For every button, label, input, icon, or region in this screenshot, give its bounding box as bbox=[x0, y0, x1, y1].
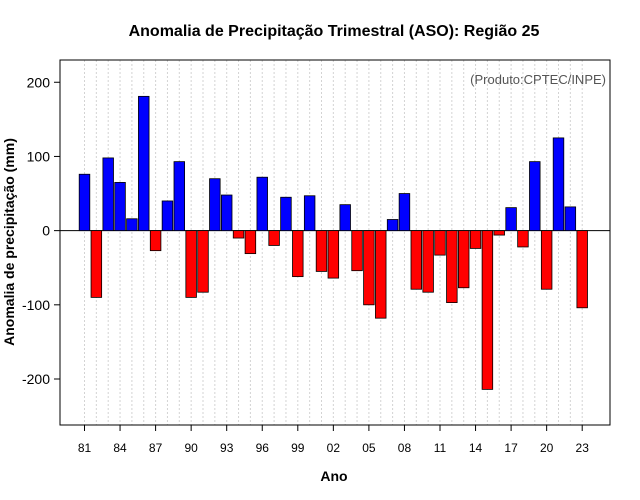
bar-1991 bbox=[197, 230, 209, 293]
bar-1995 bbox=[244, 230, 257, 255]
y-tick-label-1: -100 bbox=[22, 297, 50, 313]
bar-1983 bbox=[102, 157, 114, 232]
bar-2008 bbox=[398, 193, 411, 232]
bar-2016 bbox=[493, 230, 505, 236]
x-tick-label-4: 93 bbox=[220, 441, 234, 455]
bar-2009 bbox=[410, 230, 423, 290]
bar-2003 bbox=[339, 204, 351, 232]
x-tick-label-6: 99 bbox=[291, 441, 305, 455]
y-axis: -200 -100 0 100 200 bbox=[22, 74, 60, 387]
y-tick-label-2: 0 bbox=[42, 223, 50, 239]
bar-1996 bbox=[256, 176, 268, 232]
bar-2012 bbox=[446, 230, 458, 303]
bar-1992 bbox=[209, 178, 221, 232]
bar-2002 bbox=[327, 230, 340, 279]
bar-1998 bbox=[280, 196, 292, 232]
y-axis-label: Anomalia de precipitação (mm) bbox=[1, 138, 17, 346]
bar-2020 bbox=[540, 230, 553, 290]
y-tick-label-3: 100 bbox=[27, 148, 51, 164]
bar-2017 bbox=[505, 207, 517, 232]
x-tick-label-7: 02 bbox=[327, 441, 341, 455]
bar-1981 bbox=[78, 173, 91, 232]
bar-2010 bbox=[422, 230, 434, 293]
x-tick-label-14: 23 bbox=[576, 441, 590, 455]
bar-1994 bbox=[232, 230, 245, 239]
source-note: (Produto:CPTEC/INPE) bbox=[470, 72, 606, 87]
vertical-gridlines bbox=[84, 60, 583, 425]
plot-frame bbox=[59, 59, 611, 426]
bar-2004 bbox=[351, 230, 363, 272]
bar-2005 bbox=[363, 230, 375, 306]
x-tick-label-3: 90 bbox=[184, 441, 198, 455]
x-tick-label-11: 14 bbox=[469, 441, 483, 455]
bar-1993 bbox=[220, 194, 233, 232]
x-axis-label: Ano bbox=[320, 468, 347, 484]
x-axis: 81 84 87 90 93 96 99 02 05 08 11 14 17 20 23 bbox=[78, 425, 589, 455]
bar-1987 bbox=[149, 230, 162, 252]
bar-1988 bbox=[161, 200, 174, 232]
bar-2011 bbox=[434, 230, 446, 256]
bar-1990 bbox=[185, 230, 197, 298]
bar-1984 bbox=[114, 182, 126, 232]
bar-2014 bbox=[469, 230, 482, 249]
x-tick-label-2: 87 bbox=[149, 441, 163, 455]
bar-1986 bbox=[138, 95, 150, 232]
x-tick-label-10: 11 bbox=[434, 441, 447, 455]
bar-2006 bbox=[375, 230, 387, 319]
x-tick-label-0: 81 bbox=[78, 441, 92, 455]
x-tick-label-13: 20 bbox=[540, 441, 554, 455]
bar-2022 bbox=[564, 206, 577, 232]
bars bbox=[78, 95, 588, 390]
x-tick-label-5: 96 bbox=[256, 441, 270, 455]
chart-title: Anomalia de Precipitação Trimestral (ASO… bbox=[129, 23, 540, 40]
bar-1999 bbox=[292, 230, 304, 278]
x-tick-label-1: 84 bbox=[113, 441, 127, 455]
bar-2015 bbox=[481, 230, 494, 390]
bar-2023 bbox=[576, 230, 588, 309]
bar-1997 bbox=[268, 230, 280, 246]
x-tick-label-12: 17 bbox=[504, 441, 518, 455]
bar-1982 bbox=[90, 230, 103, 298]
bar-2013 bbox=[457, 230, 470, 289]
y-tick-label-4: 200 bbox=[27, 74, 51, 90]
bar-1985 bbox=[126, 218, 138, 232]
bar-2018 bbox=[517, 230, 529, 248]
bar-2007 bbox=[386, 219, 399, 232]
bar-2021 bbox=[552, 137, 565, 232]
y-tick-label-0: -200 bbox=[22, 371, 50, 387]
x-tick-label-8: 05 bbox=[362, 441, 376, 455]
bar-2001 bbox=[315, 230, 328, 272]
bar-1989 bbox=[173, 161, 186, 232]
x-tick-label-9: 08 bbox=[398, 441, 412, 455]
bar-2019 bbox=[529, 161, 541, 232]
bar-2000 bbox=[303, 195, 316, 232]
